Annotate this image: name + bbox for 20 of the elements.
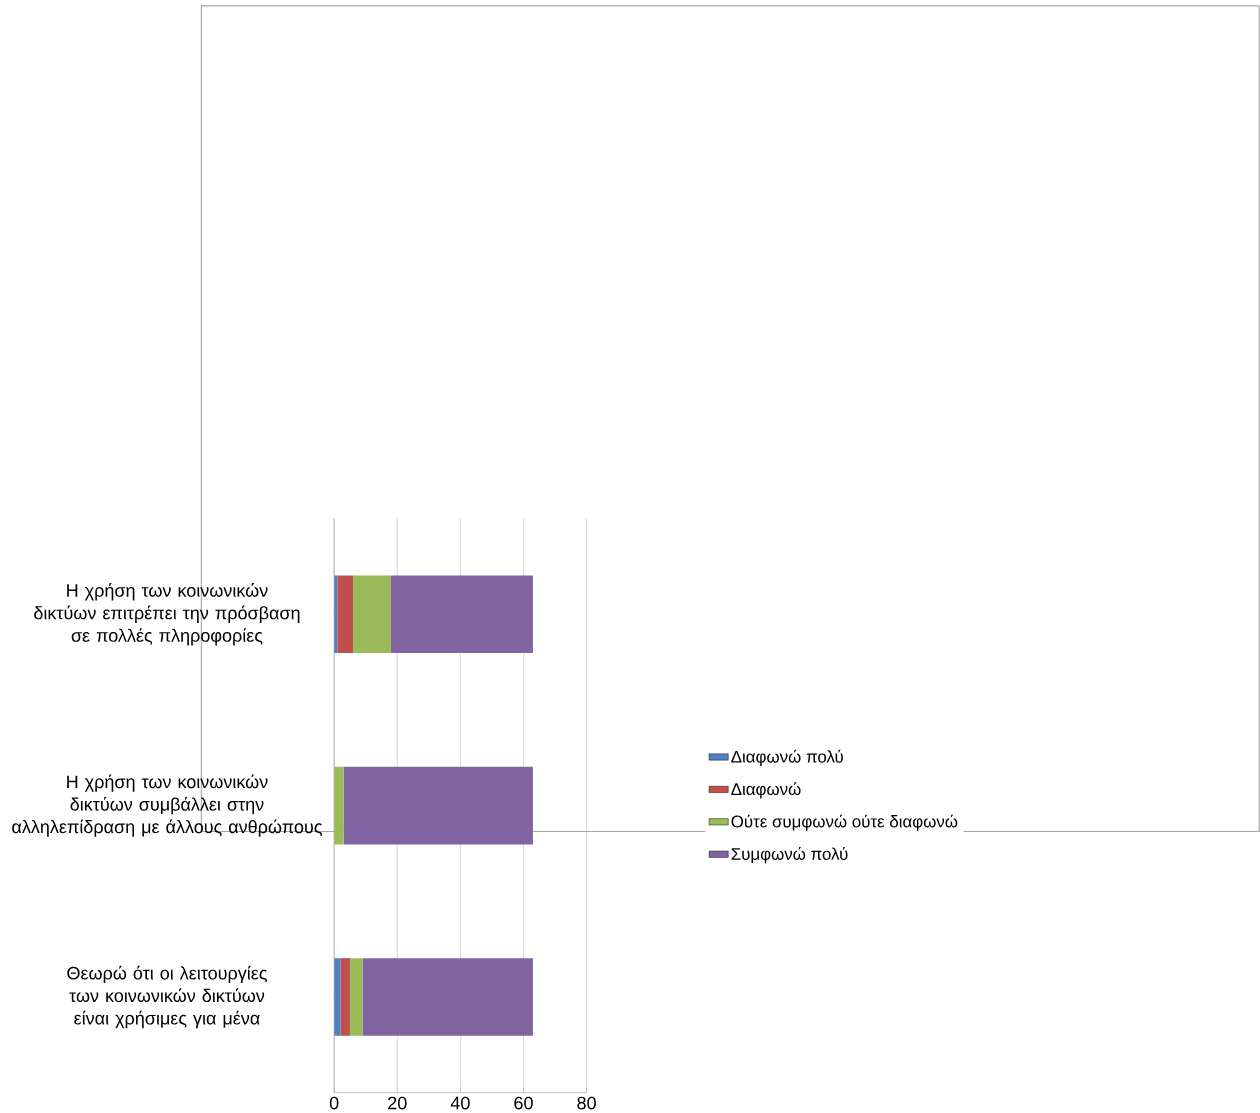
y-tick-label: Η χρήση των κοινωνικών δικτύων επιτρέπει την πρόσβαση σε πολλές πληροφορίες xyxy=(34,583,300,646)
bar xyxy=(337,575,354,654)
legend-label: Διαφωνώ xyxy=(731,782,801,799)
bar xyxy=(362,958,533,1036)
legend-label: Συμφωνώ πολύ xyxy=(731,846,848,864)
bar xyxy=(343,766,533,845)
x-tick-label: 60 xyxy=(514,1096,533,1110)
bar xyxy=(349,958,363,1036)
bar xyxy=(353,575,391,654)
legend-label: Ούτε συμφωνώ ούτε διαφωνώ xyxy=(731,814,958,831)
y-tick-label: Θεωρώ ότι οι λειτουργίες των κοινωνικών δικτύων είναι χρήσιμες για μένα xyxy=(67,965,267,1029)
y-tick-label: Η χρήση των κοινωνικών δικτύων συμβάλλει στην αλληλεπίδραση με άλλους ανθρώπους xyxy=(12,774,322,837)
x-tick-label: 40 xyxy=(450,1096,470,1110)
bar xyxy=(340,958,350,1036)
x-tick-label: 0 xyxy=(329,1096,339,1110)
legend-label: Διαφωνώ πολύ xyxy=(731,749,843,766)
bar xyxy=(334,766,344,845)
x-tick-label: 20 xyxy=(388,1096,407,1110)
bar xyxy=(390,575,533,654)
x-tick-label: 80 xyxy=(577,1096,596,1110)
